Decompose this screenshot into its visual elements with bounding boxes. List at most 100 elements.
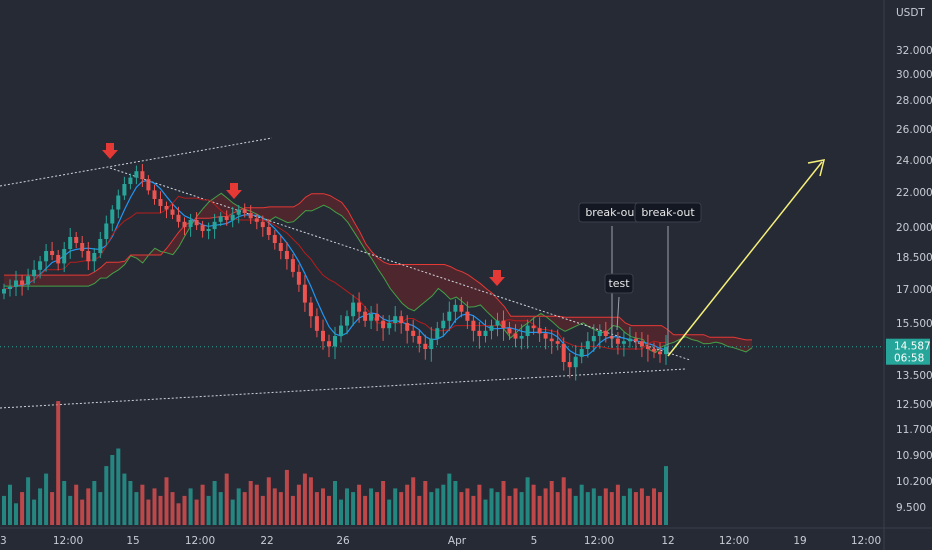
volume-bar (339, 499, 343, 525)
volume-bar (561, 477, 566, 525)
volume-bar (477, 484, 482, 525)
callout-label: break-out (641, 206, 695, 219)
volume-bar (652, 488, 656, 525)
candle-body (206, 229, 211, 231)
candle-body (579, 349, 584, 357)
candle-body (242, 209, 247, 213)
volume-bar (260, 495, 265, 525)
volume-bar (495, 492, 500, 525)
volume-bar (110, 455, 115, 525)
span-b-line (4, 193, 752, 341)
candle-body (555, 341, 560, 344)
volume-bar (429, 492, 434, 525)
volume-bar (38, 488, 43, 525)
candle-body (489, 325, 494, 331)
volume-bar (296, 484, 301, 525)
candle-body (652, 349, 656, 352)
candle-body (284, 251, 289, 260)
candle-body (200, 225, 205, 231)
candle-body (50, 251, 55, 255)
candle-body (146, 179, 151, 191)
volume-bar (50, 492, 55, 525)
volume-bar (393, 488, 398, 525)
volume-bar (387, 499, 392, 525)
kijun-line (3, 195, 666, 350)
volume-bar (519, 492, 524, 525)
candle-body (519, 336, 524, 339)
volume-bar (308, 477, 313, 525)
candle-body (525, 325, 530, 336)
volume-bar (170, 492, 175, 525)
candle-body (495, 320, 500, 326)
volume-bar (417, 495, 422, 525)
time-tick-label: 5 (531, 535, 538, 547)
candle-body (272, 235, 277, 243)
volume-bar (152, 488, 157, 525)
volume-bar (585, 492, 590, 525)
candle-body (363, 311, 368, 321)
volume-bar (164, 477, 169, 525)
candle-body (531, 325, 536, 329)
candle-body (477, 330, 482, 336)
volume-bar (609, 492, 614, 525)
candle-body (351, 302, 356, 317)
volume-bar (194, 499, 199, 525)
candle-body (212, 221, 217, 230)
candle-body (236, 209, 241, 215)
volume-bar (465, 488, 470, 525)
time-tick-label: 12:00 (53, 535, 83, 547)
candle-body (321, 330, 325, 342)
candle-body (405, 323, 410, 331)
volume-bar (471, 495, 476, 525)
volume-bar (134, 492, 139, 525)
volume-bar (573, 495, 578, 525)
volume-bar (597, 495, 602, 525)
volume-bar (206, 495, 211, 525)
volume-bar (44, 473, 49, 525)
candle-body (435, 328, 440, 339)
ichimoku-cloud (4, 192, 753, 354)
volume-bar (224, 473, 229, 525)
volume-bar (543, 488, 548, 525)
candle-body (296, 271, 301, 285)
volume-bar (14, 503, 18, 525)
candle-body (92, 253, 97, 262)
price-tick-label: 24.000 (896, 155, 932, 167)
volume-bar (254, 484, 259, 525)
currency-label: USDT (896, 7, 925, 19)
volume-bar (218, 492, 223, 525)
time-tick-label: 22 (260, 535, 273, 547)
candle-body (20, 280, 25, 285)
down-arrow-icon (489, 270, 505, 286)
candle-body (429, 338, 434, 349)
volume-bar (92, 481, 97, 525)
candle-body (230, 214, 235, 221)
price-tick-label: 22.000 (896, 187, 932, 199)
candle-body (152, 190, 157, 199)
last-price-tag (886, 338, 930, 365)
callout-line (616, 296, 620, 331)
candle-body (513, 333, 518, 339)
volume-bar (567, 488, 572, 525)
volume-bar (20, 492, 25, 525)
price-tick-label: 12.500 (896, 399, 932, 411)
candle-body (2, 289, 6, 294)
candle-body (447, 311, 452, 321)
candle-body (459, 304, 464, 312)
volume-bar (435, 488, 440, 525)
volume-bar (116, 448, 121, 525)
volume-bar (627, 488, 632, 525)
volume-bar (507, 495, 512, 525)
candle-body (122, 184, 127, 196)
volume-bar (555, 492, 560, 525)
candle-body (254, 218, 259, 222)
volume-bar (128, 481, 133, 525)
volume-bar (369, 488, 374, 525)
volume-bar (633, 492, 638, 525)
cloud-fill (4, 193, 752, 353)
callout-label: break-out (585, 206, 639, 219)
volume-bar (266, 477, 271, 525)
candle-body (381, 320, 386, 329)
